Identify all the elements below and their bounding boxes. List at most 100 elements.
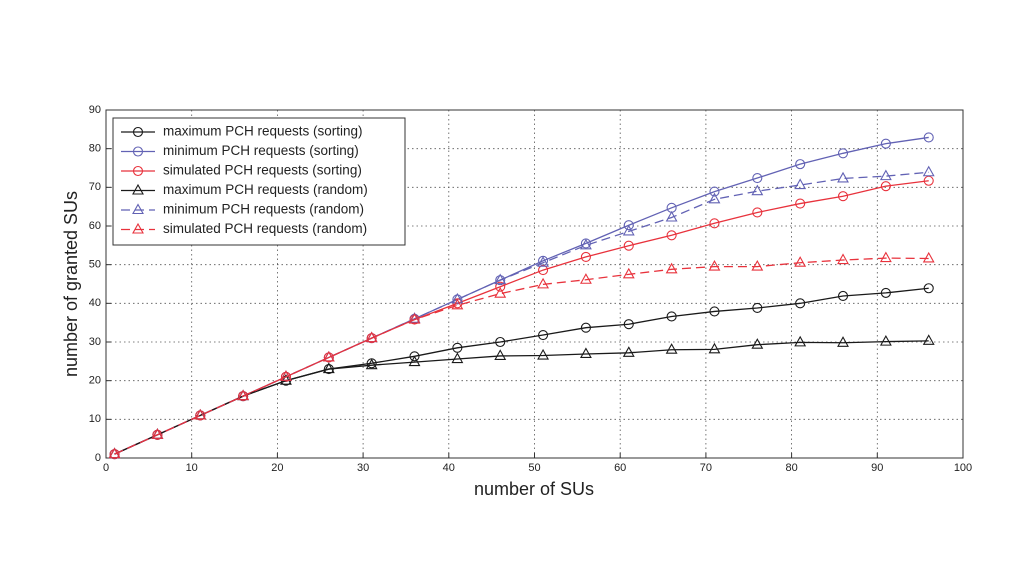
marker [623,220,634,231]
x-tick-label: 50 [528,462,540,474]
legend-marker [132,126,144,138]
y-axis-label: number of granted SUs [61,191,81,377]
marker [923,283,934,294]
x-tick-label: 90 [871,462,883,474]
y-tick-label: 40 [89,297,101,309]
x-tick-label: 10 [186,462,198,474]
marker [795,198,806,209]
x-tick-label: 70 [700,462,712,474]
x-tick-label: 60 [614,462,626,474]
marker [580,251,591,262]
plot-frame [105,109,964,459]
marker [709,186,720,197]
marker [622,346,635,357]
marker [322,362,335,374]
y-tick-label: 0 [95,452,101,464]
x-tick-label: 40 [443,462,455,474]
legend-label: minimum PCH requests (sorting) [163,143,359,158]
marker [537,348,550,360]
marker [451,352,464,364]
marker [322,350,335,362]
y-tick-label: 30 [89,336,101,348]
marker [837,191,849,202]
marker [538,265,549,276]
marker [452,342,463,353]
marker [622,267,635,279]
legend-marker [132,222,144,234]
marker [880,181,891,192]
y-tick-label: 50 [89,259,101,271]
legend-label: maximum PCH requests (sorting) [163,124,363,139]
marker [794,335,807,347]
x-tick-label: 100 [954,462,972,474]
series-line [114,287,929,455]
marker [622,224,635,236]
marker [922,251,935,263]
marker [494,273,507,285]
marker [880,138,891,149]
marker [451,298,464,310]
marker [751,338,764,349]
legend-label: maximum PCH requests (random) [163,182,368,197]
marker [794,178,807,190]
marker [795,159,806,170]
marker [752,207,763,218]
legend-marker [132,165,144,177]
marker [751,184,764,196]
marker [752,302,763,314]
marker [708,192,721,204]
marker [752,173,763,184]
marker [923,132,934,143]
y-tick-label: 20 [89,375,101,387]
marker [837,171,849,183]
marker [709,306,720,317]
marker [666,230,677,241]
marker [880,287,891,298]
legend-label: simulated PCH requests (random) [163,221,367,236]
marker [494,349,507,360]
legend-marker [132,146,144,157]
marker [837,290,849,302]
marker [580,322,591,333]
marker [879,169,892,181]
legend-box [112,117,406,246]
marker [666,311,677,322]
legend: maximum PCH requests (sorting) minimum PC… [112,117,406,246]
marker [537,256,550,267]
marker [409,351,420,362]
y-tick-label: 80 [89,143,101,155]
marker [665,210,678,222]
x-tick-label: 80 [785,462,797,474]
marker [879,334,892,346]
marker [922,334,935,345]
marker [151,428,164,439]
marker [451,292,464,304]
legend-marker [132,203,144,215]
marker [665,343,678,354]
marker [837,148,849,159]
marker [494,287,507,298]
legend-label: minimum PCH requests (random) [163,202,364,217]
marker [579,273,592,284]
marker [922,165,935,177]
series-line [114,340,929,455]
marker [237,389,250,401]
marker [280,374,292,385]
marker [623,240,634,251]
marker [579,347,592,359]
marker [280,370,292,381]
marker [194,408,207,420]
y-tick-label: 10 [89,413,101,425]
marker [408,312,421,324]
marker [108,447,121,459]
marker [537,277,550,289]
series-line [114,257,929,455]
marker [837,336,849,347]
marker [794,256,807,267]
marker [665,262,678,274]
legend-marker [132,183,144,195]
marker [837,253,849,265]
y-tick-label: 70 [89,181,101,193]
